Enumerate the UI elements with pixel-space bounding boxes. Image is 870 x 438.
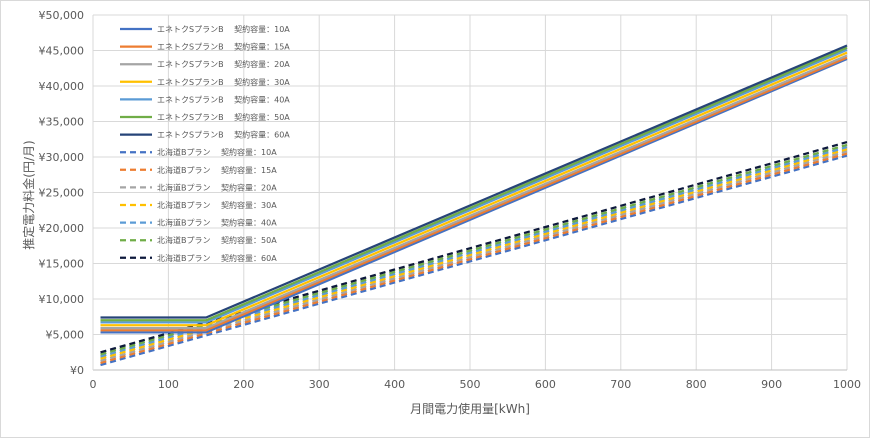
legend-label-6: エネトクSプランB 契約容量：50A xyxy=(157,112,290,122)
y-tick-label: ¥40,000 xyxy=(39,80,85,93)
x-tick-label: 100 xyxy=(158,378,179,391)
legend-label-7: エネトクSプランB 契約容量：60A xyxy=(157,130,290,140)
x-tick-label: 400 xyxy=(384,378,405,391)
series-group xyxy=(100,44,848,367)
y-tick-label: ¥10,000 xyxy=(39,293,85,306)
axes: ¥0 ¥5,000 ¥10,000 ¥15,000 ¥20,000 ¥25,000 ¥30,… xyxy=(39,9,862,391)
series-line-6 xyxy=(100,46,848,322)
legend-label-1: エネトクSプランB 契約容量：10A xyxy=(157,24,290,34)
legend-label-13: 北海道Bプラン 契約容量：50A xyxy=(157,235,277,245)
y-tick-label: ¥35,000 xyxy=(39,116,85,129)
legend-label-10: 北海道Bプラン 契約容量：20A xyxy=(157,182,277,192)
series-line-4 xyxy=(100,51,848,327)
series-line-5 xyxy=(100,48,848,324)
y-tick-label: ¥0 xyxy=(70,364,84,377)
legend-label-12: 北海道Bプラン 契約容量：40A xyxy=(157,218,277,228)
y-tick-label: ¥15,000 xyxy=(39,258,85,271)
y-axis-title: 推定電力料金(円/月) xyxy=(21,140,36,249)
x-tick-label: 800 xyxy=(686,378,707,391)
gridlines xyxy=(93,14,848,370)
y-tick-label: ¥25,000 xyxy=(39,187,85,200)
series-line-1 xyxy=(100,57,848,334)
x-axis-title: 月間電力使用量[kWh] xyxy=(410,401,530,416)
legend-label-5: エネトクSプランB 契約容量：40A xyxy=(157,94,290,104)
series-line-3 xyxy=(100,54,848,330)
x-tick-label: 600 xyxy=(535,378,556,391)
x-tick-label: 0 xyxy=(90,378,97,391)
x-tick-label: 1000 xyxy=(833,378,861,391)
y-tick-label: ¥50,000 xyxy=(39,9,85,22)
series-line-7 xyxy=(100,44,848,319)
y-tick-label: ¥45,000 xyxy=(39,45,85,58)
series-line-2 xyxy=(100,56,848,332)
y-tick-label: ¥20,000 xyxy=(39,222,85,235)
x-tick-label: 900 xyxy=(761,378,782,391)
x-tick-label: 500 xyxy=(460,378,481,391)
x-tick-label: 300 xyxy=(309,378,330,391)
legend-label-2: エネトクSプランB 契約容量：15A xyxy=(157,42,290,52)
x-tick-label: 200 xyxy=(233,378,254,391)
legend: エネトクSプランB 契約容量：10A エネトクSプランB 契約容量：15A エネトク… xyxy=(120,24,290,263)
legend-label-9: 北海道Bプラン 契約容量：15A xyxy=(157,165,277,175)
x-tick-label: 700 xyxy=(610,378,631,391)
legend-label-11: 北海道Bプラン 契約容量：30A xyxy=(157,200,277,210)
legend-label-3: エネトクSプランB 契約容量：20A xyxy=(157,59,290,69)
y-tick-label: ¥30,000 xyxy=(39,151,85,164)
legend-label-14: 北海道Bプラン 契約容量：60A xyxy=(157,253,277,263)
y-tick-label: ¥5,000 xyxy=(46,329,85,342)
legend-label-4: エネトクSプランB 契約容量：30A xyxy=(157,77,290,87)
legend-label-8: 北海道Bプラン 契約容量：10A xyxy=(157,147,277,157)
